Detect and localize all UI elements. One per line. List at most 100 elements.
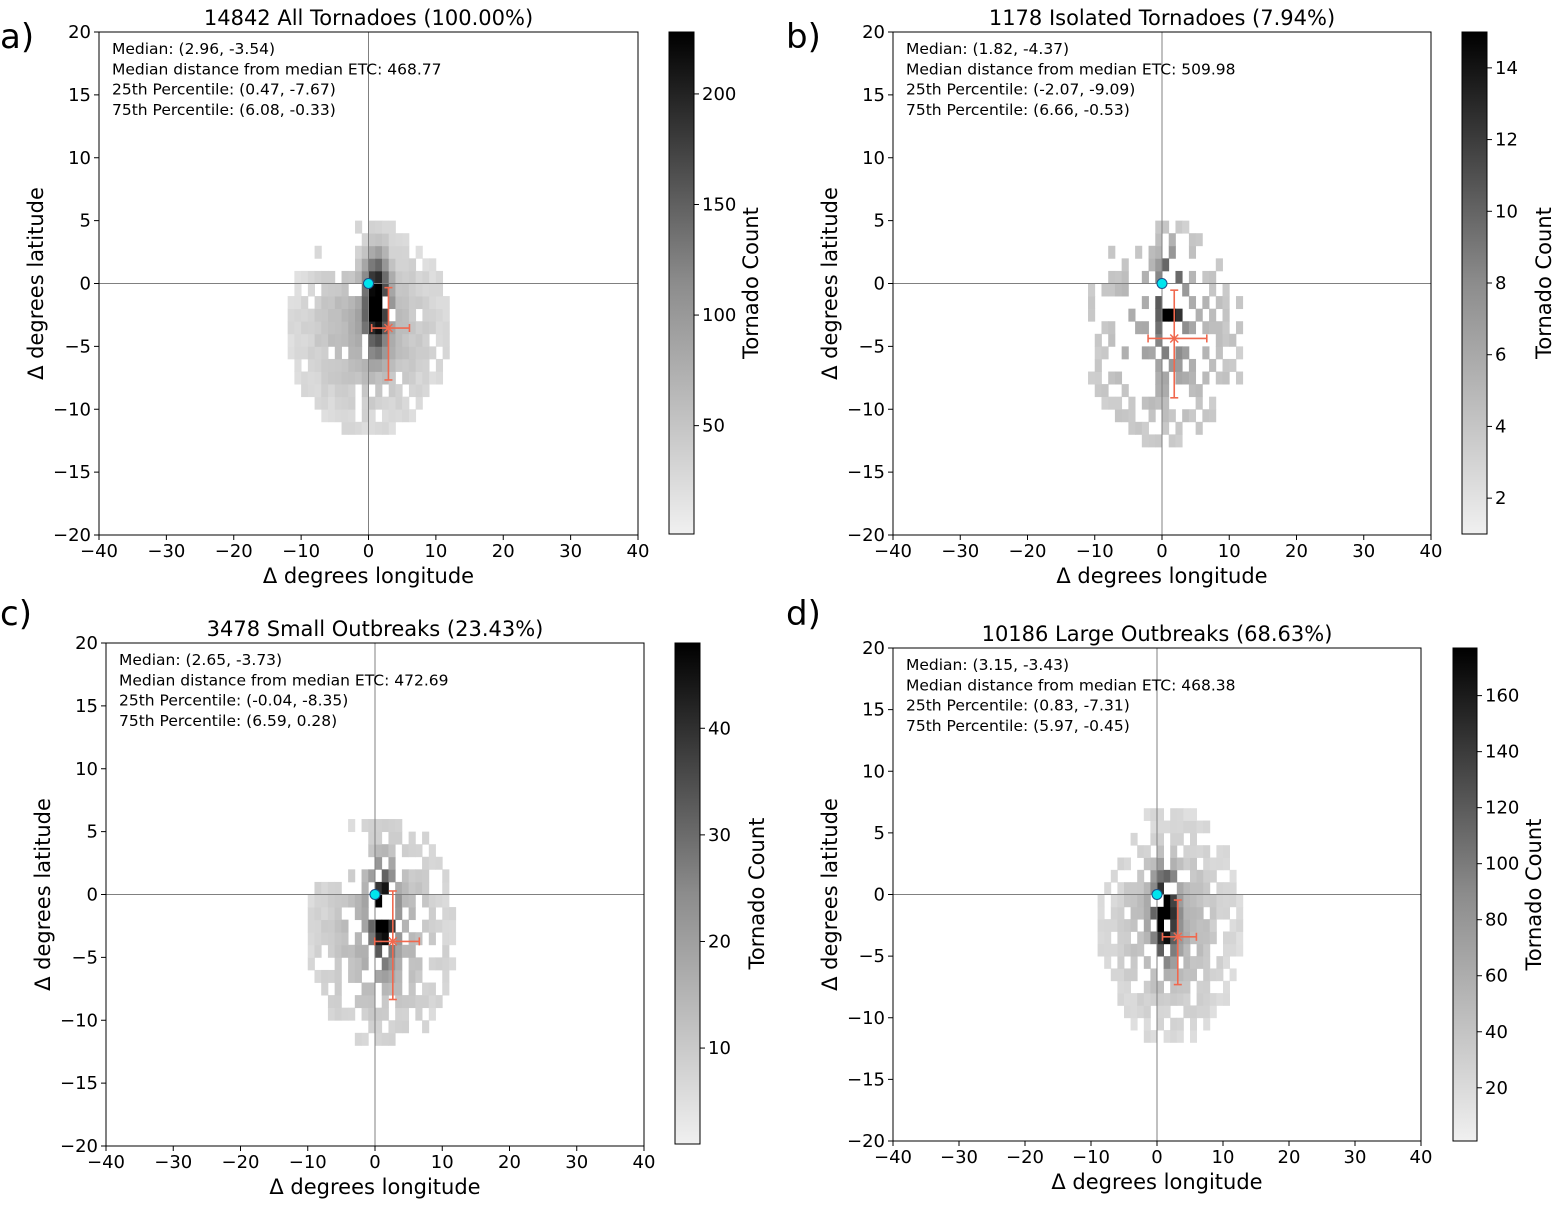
heatmap-cell <box>429 346 437 360</box>
heatmap-cell <box>408 346 417 360</box>
heatmap-cell <box>361 371 369 385</box>
heatmap-cell <box>395 296 403 310</box>
heatmap-cell <box>1124 980 1131 994</box>
heatmap-cell <box>1163 931 1171 945</box>
colorbar-tick-label: 200 <box>702 84 736 105</box>
heatmap-cell <box>1168 434 1176 448</box>
heatmap-cell <box>448 919 457 933</box>
heatmap-cell <box>1176 906 1184 920</box>
heatmap-cell <box>1235 371 1244 385</box>
heatmap-cell <box>1235 296 1244 310</box>
heatmap-cell <box>328 283 336 297</box>
heatmap-cell <box>294 321 302 335</box>
heatmap-cell <box>361 358 369 372</box>
heatmap-cell <box>435 995 443 1009</box>
heatmap-cell <box>1222 358 1230 372</box>
heatmap-cell <box>381 358 390 372</box>
heatmap-cell <box>348 894 356 908</box>
heatmap-cell <box>341 308 349 322</box>
heatmap-cell <box>1121 346 1129 360</box>
x-tick-label: −30 <box>940 1147 978 1168</box>
y-tick-label: 20 <box>75 633 98 654</box>
stats-line: 25th Percentile: (-0.04, -8.35) <box>119 692 348 710</box>
heatmap-cell <box>428 856 436 870</box>
heatmap-cell <box>1148 434 1156 448</box>
heatmap-cell <box>1188 245 1197 259</box>
heatmap-cell <box>388 346 396 360</box>
heatmap-cell <box>1216 894 1224 908</box>
heatmap-cell <box>334 957 342 971</box>
heatmap-cell <box>1223 857 1230 871</box>
heatmap-cell <box>1202 321 1210 335</box>
heatmap-cell <box>375 932 383 946</box>
heatmap-cell <box>1128 409 1136 423</box>
heatmap-cell <box>402 283 410 297</box>
x-axis-label: Δ degrees longitude <box>269 1175 480 1199</box>
heatmap-cell <box>334 982 342 996</box>
heatmap-cell <box>1157 808 1164 821</box>
heatmap-cell <box>314 969 322 983</box>
heatmap-cell <box>1209 894 1217 908</box>
heatmap-cell <box>361 819 369 833</box>
heatmap-cell <box>1236 931 1244 945</box>
heatmap-cell <box>1117 857 1125 871</box>
heatmap-cell <box>355 220 363 234</box>
heatmap-cell <box>1155 434 1163 448</box>
heatmap-cell <box>1229 358 1237 372</box>
heatmap-cell <box>1150 968 1158 982</box>
heatmap-cell <box>429 270 437 284</box>
heatmap-cell <box>1155 358 1163 372</box>
heatmap-cell <box>1203 1017 1211 1031</box>
heatmap-cell <box>341 384 349 398</box>
heatmap-cell <box>361 1007 369 1021</box>
heatmap-cell <box>435 283 444 297</box>
heatmap-cell <box>422 856 430 870</box>
y-tick-label: −5 <box>858 946 885 967</box>
heatmap-cell <box>1155 245 1163 259</box>
heatmap-cell <box>408 957 416 971</box>
heatmap-cell <box>1150 869 1158 883</box>
heatmap-cell <box>1176 820 1184 834</box>
x-tick-label: −40 <box>874 1147 912 1168</box>
heatmap-cell <box>435 919 443 933</box>
heatmap-cell <box>402 396 410 410</box>
heatmap-cell <box>1130 968 1138 982</box>
heatmap-cell <box>381 957 389 971</box>
heatmap-cell <box>368 396 376 410</box>
heatmap-cell <box>1183 882 1191 895</box>
etc-center-marker <box>1151 889 1163 900</box>
median-marker <box>387 936 398 947</box>
heatmap-cell <box>395 894 403 908</box>
heatmap-cell <box>1203 1005 1211 1019</box>
heatmap-cell <box>401 1020 410 1034</box>
heatmap-cell <box>334 396 342 410</box>
heatmap-cell <box>1143 808 1151 821</box>
heatmap-cell <box>381 881 389 895</box>
heatmap-cell <box>1196 931 1204 945</box>
heatmap-cell <box>1163 968 1171 982</box>
etc-center-marker <box>1156 278 1168 289</box>
heatmap-cell <box>1196 956 1204 969</box>
heatmap-cell <box>307 321 315 335</box>
heatmap-cell <box>375 421 383 435</box>
heatmap-cell <box>1236 894 1244 908</box>
heatmap-cell <box>334 283 342 297</box>
heatmap-cell <box>1168 409 1176 423</box>
heatmap-cell <box>1163 993 1171 1006</box>
heatmap-cell <box>348 819 356 833</box>
heatmap-cell <box>1176 919 1184 932</box>
heatmap-cell <box>1175 308 1183 322</box>
heatmap-cell <box>375 384 383 398</box>
heatmap-cell <box>361 283 369 297</box>
heatmap-cell <box>1155 270 1163 284</box>
y-tick-label: 20 <box>862 638 885 659</box>
heatmap-cell <box>341 1007 349 1021</box>
heatmap-cell <box>294 296 302 310</box>
heatmap-cell <box>375 308 383 322</box>
heatmap-cell <box>1229 894 1237 908</box>
x-tick-label: −40 <box>874 541 912 562</box>
heatmap-cell <box>435 894 443 908</box>
heatmap-cell <box>1183 919 1191 932</box>
heatmap-cell <box>1108 321 1116 335</box>
